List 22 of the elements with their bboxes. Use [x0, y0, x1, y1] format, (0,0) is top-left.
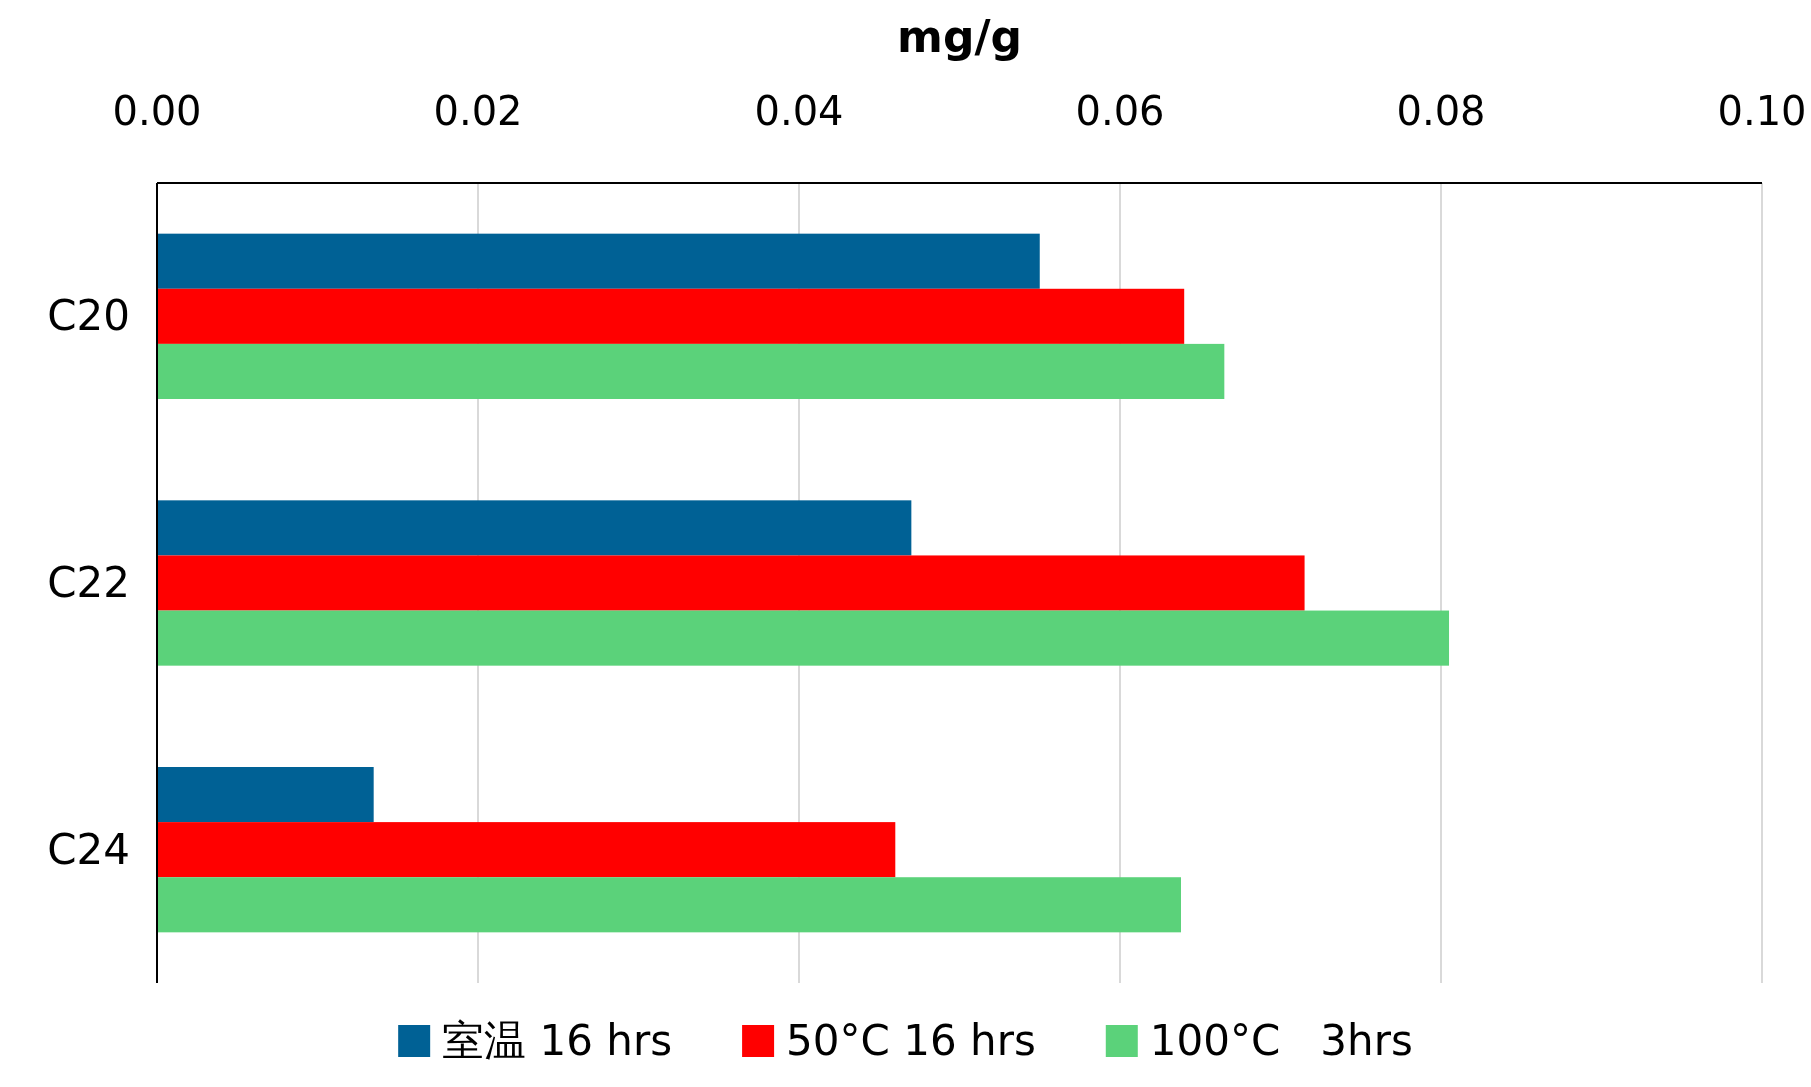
bar — [157, 500, 912, 556]
bar — [157, 343, 1225, 399]
x-axis-title: mg/g — [897, 11, 1022, 62]
x-tick-label: 0.06 — [1075, 88, 1165, 134]
bar — [157, 288, 1185, 344]
x-tick-label: 0.04 — [754, 88, 844, 134]
bar — [157, 767, 374, 823]
y-tick-label: C20 — [47, 291, 130, 341]
legend-label: 100°C 3hrs — [1149, 1016, 1413, 1065]
legend-label: 室温 16 hrs — [442, 1016, 673, 1065]
y-tick-label: C24 — [47, 824, 130, 874]
x-tick-label: 0.08 — [1396, 88, 1486, 134]
bar — [157, 233, 1040, 289]
bar — [157, 610, 1450, 666]
x-tick-label: 0.10 — [1717, 88, 1807, 134]
y-tick-label: C22 — [47, 558, 130, 607]
x-tick-label: 0.00 — [112, 88, 202, 134]
bar — [157, 822, 896, 878]
bar — [157, 555, 1305, 611]
legend-label: 50°C 16 hrs — [786, 1016, 1036, 1065]
x-tick-label: 0.02 — [433, 88, 523, 134]
bar — [157, 877, 1181, 933]
